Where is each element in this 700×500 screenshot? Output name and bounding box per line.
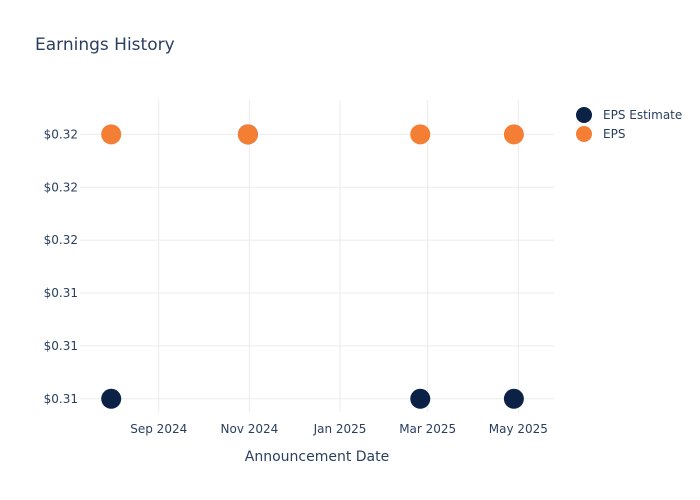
eps-point[interactable] [410, 124, 431, 145]
y-tick-label: $0.32 [44, 127, 78, 141]
grid-lines [80, 100, 554, 412]
x-tick-label: Nov 2024 [221, 422, 279, 436]
eps-estimate-point[interactable] [503, 388, 524, 409]
eps-estimate-legend-marker[interactable] [576, 107, 592, 123]
y-axis-ticks: $0.31 $0.31 $0.31 $0.32 $0.32 $0.32 [44, 127, 78, 405]
y-tick-label: $0.31 [44, 286, 78, 300]
eps-estimate-point[interactable] [410, 388, 431, 409]
x-tick-label: Sep 2024 [130, 422, 187, 436]
legend[interactable]: EPS Estimate EPS [576, 107, 682, 142]
data-points [101, 124, 524, 409]
y-tick-label: $0.32 [44, 180, 78, 194]
eps-legend-label[interactable]: EPS [603, 127, 625, 141]
x-tick-label: Jan 2025 [313, 422, 367, 436]
eps-point[interactable] [503, 124, 524, 145]
eps-point[interactable] [237, 124, 258, 145]
eps-legend-marker[interactable] [576, 126, 592, 142]
y-tick-label: $0.31 [44, 392, 78, 406]
eps-estimate-point[interactable] [101, 388, 122, 409]
y-tick-label: $0.32 [44, 233, 78, 247]
x-tick-label: May 2025 [489, 422, 548, 436]
eps-estimate-legend-label[interactable]: EPS Estimate [603, 108, 682, 122]
x-axis-title: Announcement Date [245, 449, 389, 465]
x-tick-label: Mar 2025 [399, 422, 456, 436]
eps-point[interactable] [101, 124, 122, 145]
chart-title: Earnings History [35, 35, 175, 55]
x-axis-ticks: Sep 2024 Nov 2024 Jan 2025 Mar 2025 May 2025 [130, 422, 548, 436]
y-tick-label: $0.31 [44, 339, 78, 353]
